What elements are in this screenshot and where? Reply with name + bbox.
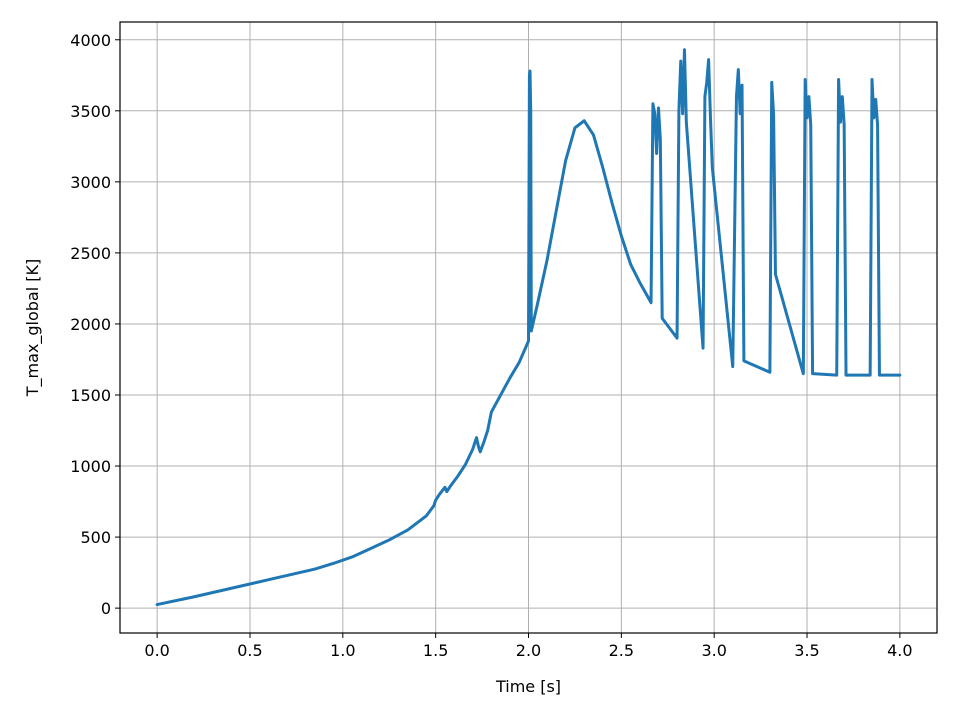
x-tick-label: 3.5 (794, 641, 819, 660)
x-tick-label: 2.0 (516, 641, 541, 660)
y-tick-label: 2500 (70, 244, 111, 263)
axis-ticks: 0.0 0.5 1.0 1.5 2.0 2.5 3.0 3.5 4.0 0 500 1000 1500 2… (70, 31, 912, 660)
y-tick-label: 2000 (70, 315, 111, 334)
x-tick-label: 1.0 (330, 641, 355, 660)
y-tick-label: 500 (80, 528, 111, 547)
x-axis-label: Time [s] (495, 677, 561, 696)
x-tick-label: 0.5 (237, 641, 262, 660)
plot-area (155, 48, 902, 607)
x-tick-label: 2.5 (609, 641, 634, 660)
y-tick-label: 0 (101, 599, 111, 618)
x-tick-label: 4.0 (887, 641, 912, 660)
y-tick-label: 4000 (70, 31, 111, 50)
y-tick-label: 1500 (70, 386, 111, 405)
y-axis-label: T_max_global [K] (23, 259, 43, 398)
series-line-0 (155, 48, 902, 607)
y-tick-label: 3500 (70, 102, 111, 121)
y-tick-label: 3000 (70, 173, 111, 192)
x-tick-label: 0.0 (144, 641, 169, 660)
x-tick-label: 3.0 (701, 641, 726, 660)
y-tick-label: 1000 (70, 457, 111, 476)
x-tick-label: 1.5 (423, 641, 448, 660)
